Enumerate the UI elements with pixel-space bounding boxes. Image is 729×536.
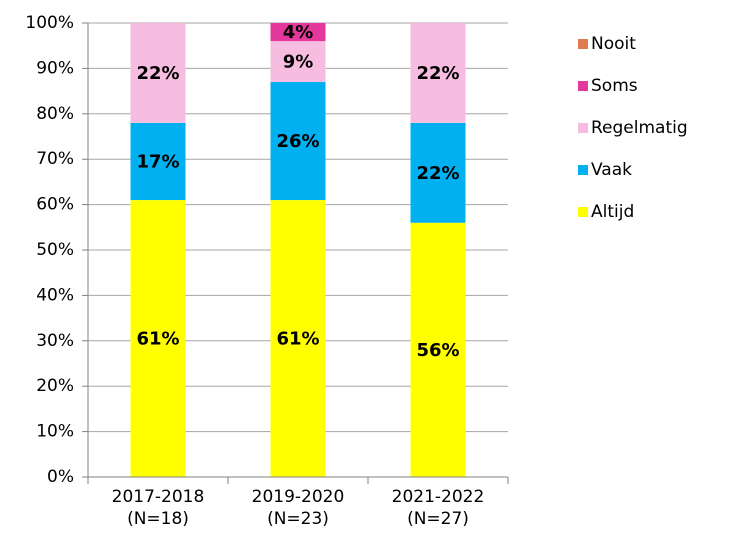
legend-label: Nooit xyxy=(591,34,636,54)
legend-label: Soms xyxy=(591,76,638,96)
bar-segment xyxy=(270,82,326,201)
x-tick-label: 2021-2022 (N=27) xyxy=(392,487,485,529)
data-label: 9% xyxy=(283,52,314,73)
bar-segment xyxy=(270,41,326,83)
legend-swatch xyxy=(578,81,588,91)
y-tick-label: 90% xyxy=(36,58,74,78)
data-label: 61% xyxy=(276,329,319,350)
data-label: 26% xyxy=(276,131,319,152)
y-tick-label: 100% xyxy=(25,13,74,33)
legend-label: Altijd xyxy=(591,202,634,222)
data-label: 22% xyxy=(136,63,179,84)
bar-segment xyxy=(270,23,326,42)
y-tick-label: 10% xyxy=(36,422,74,442)
data-label: 22% xyxy=(416,163,459,184)
data-label: 56% xyxy=(416,340,459,361)
y-tick-label: 0% xyxy=(47,467,74,487)
x-tick-label: 2019-2020 (N=23) xyxy=(252,487,345,529)
x-tick-label: 2017-2018 (N=18) xyxy=(112,487,205,529)
legend-label: Vaak xyxy=(591,160,632,180)
bar-segment xyxy=(270,200,326,477)
y-tick-label: 60% xyxy=(36,195,74,215)
data-label: 17% xyxy=(136,151,179,172)
y-tick-label: 50% xyxy=(36,240,74,260)
data-label: 61% xyxy=(136,329,179,350)
legend-swatch xyxy=(578,123,588,133)
bar-segment xyxy=(130,122,186,201)
bar-segment xyxy=(130,200,186,477)
bar-segment xyxy=(410,23,466,123)
data-label: 22% xyxy=(416,63,459,84)
legend-swatch xyxy=(578,165,588,175)
y-tick-label: 70% xyxy=(36,149,74,169)
legend-swatch xyxy=(578,39,588,49)
legend-label: Regelmatig xyxy=(591,118,688,138)
y-tick-label: 30% xyxy=(36,331,74,351)
bar-segment xyxy=(410,222,466,477)
y-tick-label: 20% xyxy=(36,376,74,396)
y-tick-label: 80% xyxy=(36,104,74,124)
bar-segment xyxy=(130,23,186,123)
bar-segment xyxy=(410,122,466,223)
y-tick-label: 40% xyxy=(36,285,74,305)
data-label: 4% xyxy=(283,22,314,43)
legend-swatch xyxy=(578,207,588,217)
